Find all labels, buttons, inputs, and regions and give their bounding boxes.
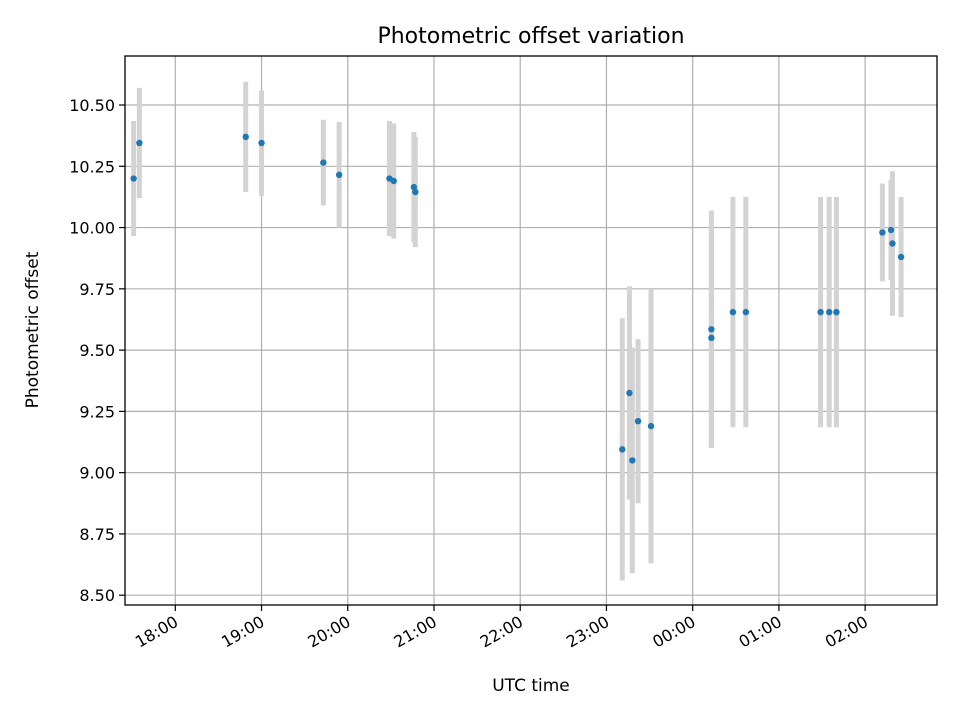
data-point [335,171,343,179]
data-point [390,177,397,185]
data-point [626,389,633,397]
y-tick-label: 9.25 [79,402,115,421]
data-point [647,422,655,430]
y-tick-label: 8.50 [79,586,115,605]
data-point [242,133,249,141]
data-point [889,240,896,247]
chart-title: Photometric offset variation [377,24,684,49]
data-point [258,139,265,147]
plot-frame [124,55,938,606]
data-point [708,334,715,342]
y-axis-label: Photometric offset [23,251,43,408]
y-tick-label: 8.75 [79,525,115,544]
y-tick-label: 9.00 [79,464,115,483]
data-point [619,446,626,453]
data-point [879,229,886,236]
data-point [897,253,905,261]
y-tick-label: 9.75 [79,280,115,299]
data-point [729,308,737,316]
x-axis-label: UTC time [492,676,570,696]
data-points [130,133,905,464]
data-point [708,326,715,333]
data-point [817,308,824,316]
data-point [826,308,833,316]
data-point [130,175,137,182]
data-point [136,139,143,147]
y-tick-label: 10.50 [69,96,115,115]
data-point [629,457,636,464]
data-point [742,308,750,316]
y-tick-label: 10.00 [69,219,115,238]
data-point [412,188,419,196]
data-point [887,226,895,234]
data-point [634,417,642,425]
y-axis: 8.50 8.75 9.00 9.25 9.50 9.75 10.00 10.25 10.50 [69,96,125,605]
y-tick-label: 10.25 [69,157,115,176]
data-point [410,183,418,191]
y-tick-label: 9.50 [79,341,115,360]
data-point [320,159,327,166]
data-point [833,308,840,316]
